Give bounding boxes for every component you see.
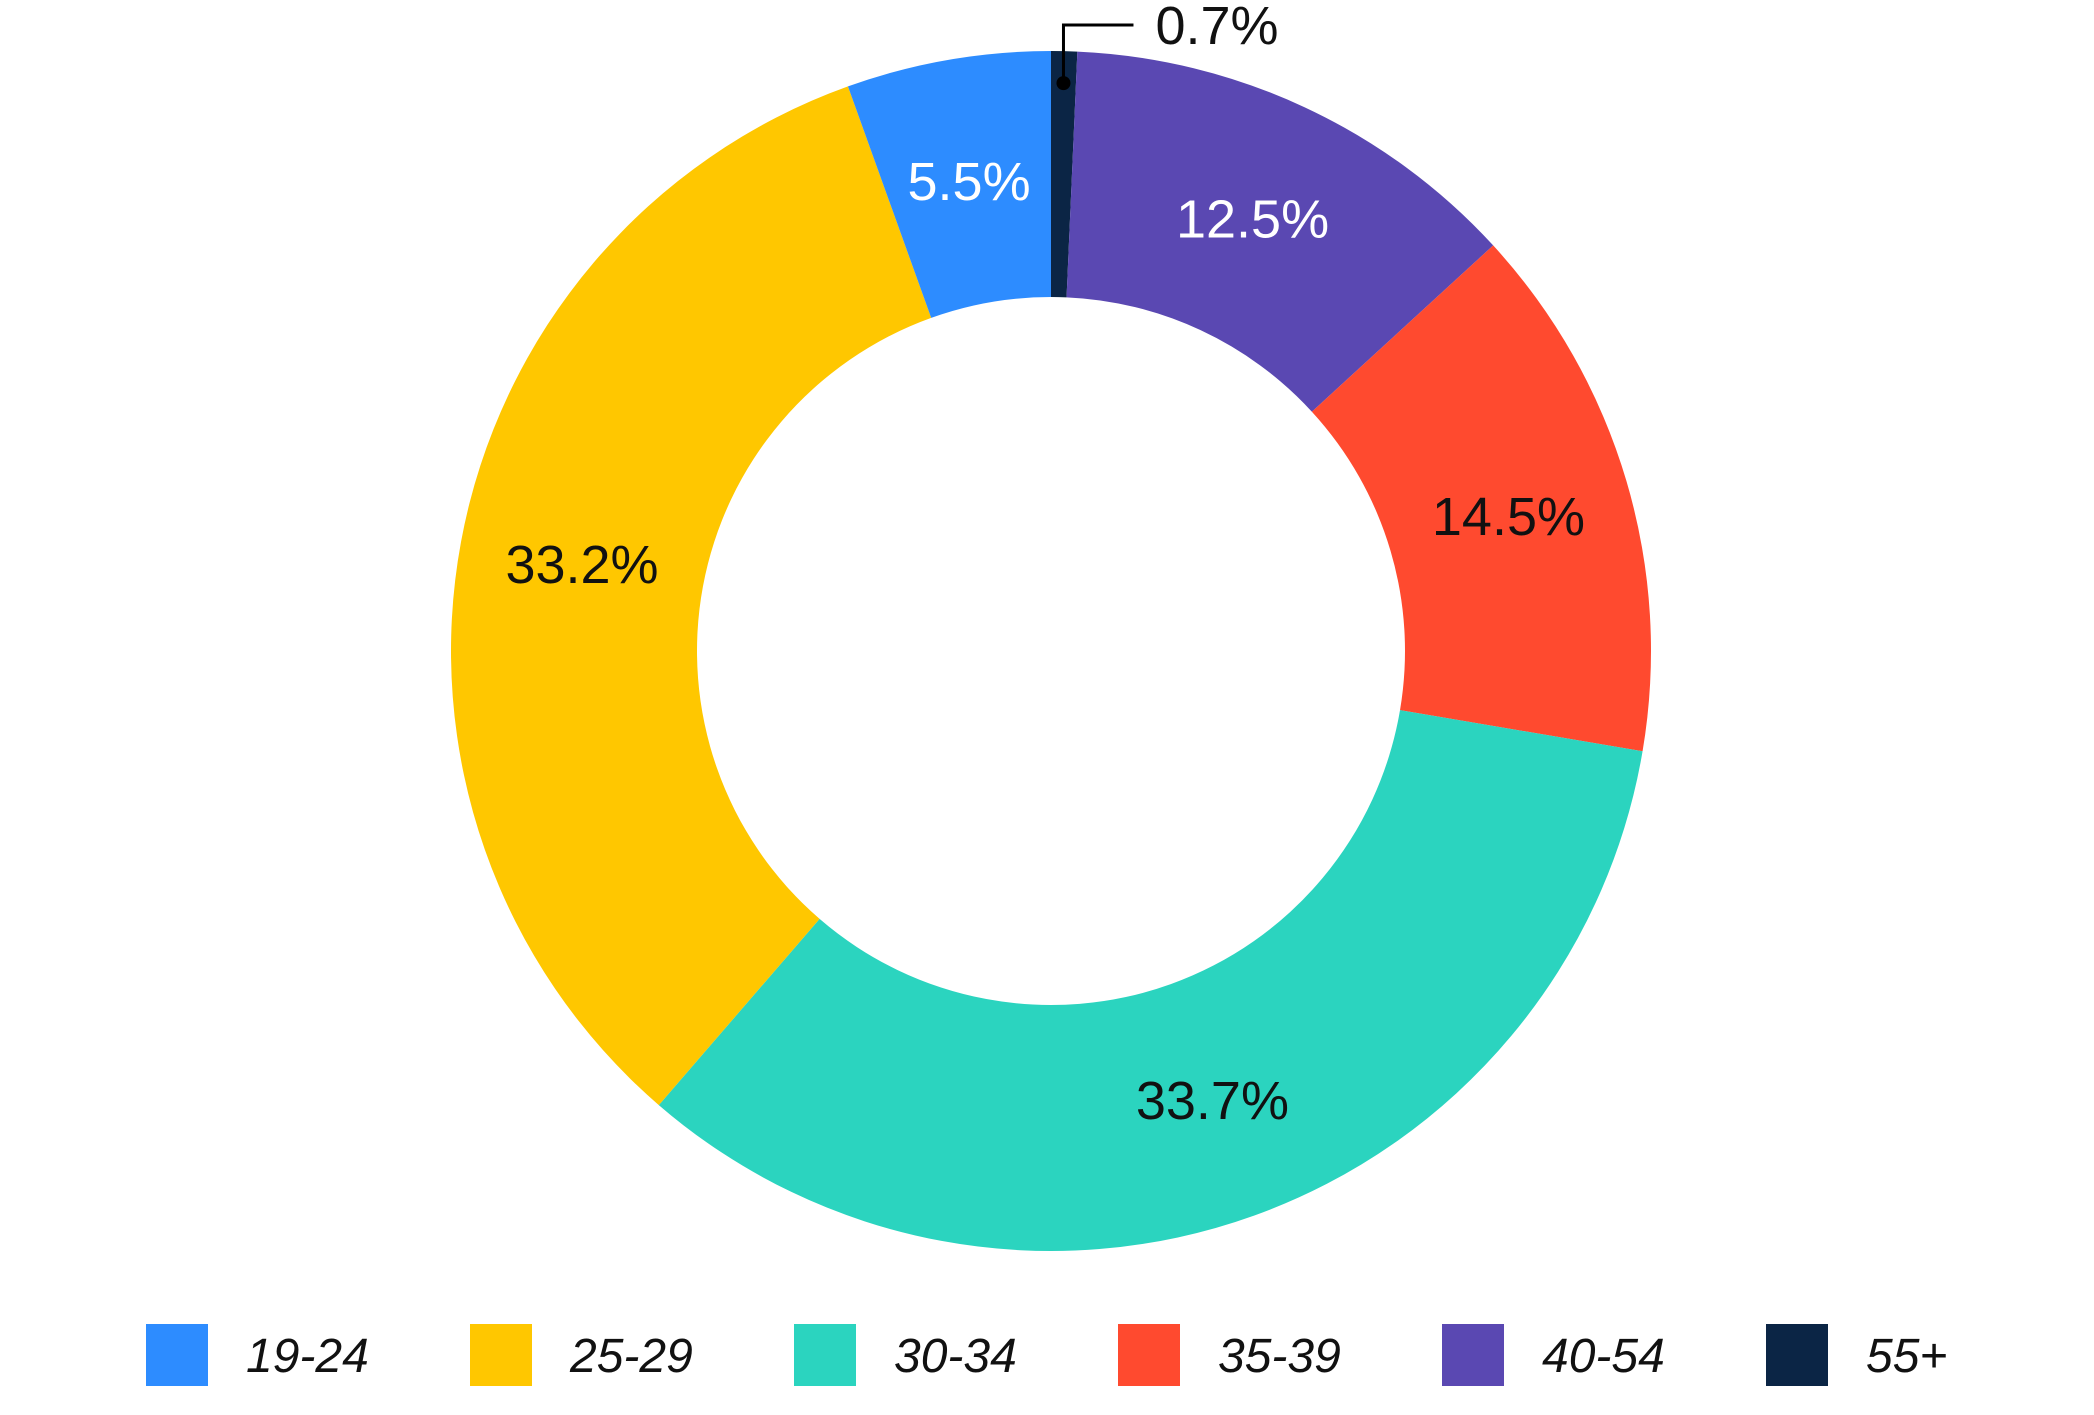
data-label-40-54: 12.5% [1176, 190, 1329, 250]
data-label-30-34: 33.7% [1136, 1071, 1289, 1131]
legend-swatch [794, 1324, 856, 1386]
legend-label: 40-54 [1542, 1330, 1665, 1383]
slice-40-54 [1066, 51, 1494, 412]
legend-swatch [470, 1324, 532, 1386]
legend-swatch [1442, 1324, 1504, 1386]
legend-item-25-29: 25-29 [470, 1324, 693, 1386]
donut-slices [450, 51, 1651, 1252]
legend-item-35-39: 35-39 [1118, 1324, 1341, 1386]
legend-swatch [146, 1324, 208, 1386]
callout-leader-line [1061, 23, 1134, 84]
data-label-35-39: 14.5% [1432, 487, 1585, 547]
legend-item-30-34: 30-34 [794, 1324, 1017, 1386]
slice-25-29 [450, 86, 932, 1106]
legend-item-55: 55+ [1766, 1324, 1947, 1386]
data-label-19-24: 5.5% [908, 152, 1031, 212]
slice-55 [1051, 51, 1078, 298]
legend-label: 30-34 [894, 1330, 1017, 1383]
callout [1056, 23, 1134, 91]
data-label-55: 0.7% [1155, 0, 1278, 56]
legend-label: 19-24 [246, 1330, 369, 1383]
legend-item-19-24: 19-24 [146, 1324, 369, 1386]
slice-labels: 0.7% 12.5% 14.5% 33.7% 33.2% 5.5% [505, 0, 1585, 1131]
legend-item-40-54: 40-54 [1442, 1324, 1665, 1386]
legend-label: 55+ [1866, 1330, 1947, 1383]
legend-label: 25-29 [569, 1330, 693, 1383]
slice-19-24 [847, 51, 1051, 318]
legend: 19-24 25-29 30-34 35-39 40-54 55+ [146, 1324, 1947, 1386]
legend-swatch [1118, 1324, 1180, 1386]
legend-label: 35-39 [1218, 1330, 1341, 1383]
slice-35-39 [1311, 245, 1651, 752]
data-label-25-29: 33.2% [505, 535, 658, 595]
legend-swatch [1766, 1324, 1828, 1386]
slice-30-34 [658, 710, 1643, 1252]
